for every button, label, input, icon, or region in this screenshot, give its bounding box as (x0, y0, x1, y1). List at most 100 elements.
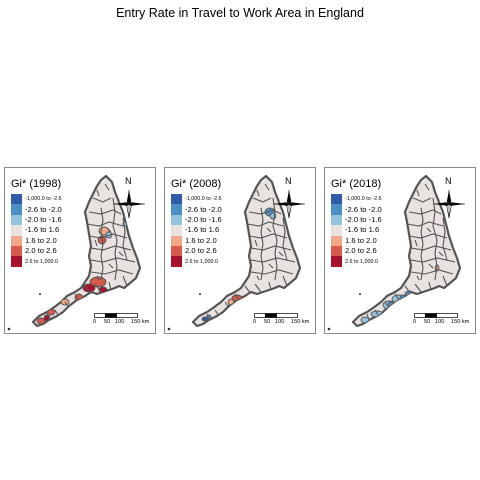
legend-entry: -1,000.0 to -2.6 (331, 194, 382, 204)
legend-label: -2.6 to -2.0 (185, 205, 222, 215)
legend-swatch (11, 236, 22, 246)
legend-label: -1.6 to 1.6 (25, 225, 59, 235)
area-hotspot (383, 201, 391, 209)
legend-entry: 1.6 to 2.0 (171, 236, 222, 246)
scale-label: 0 (253, 319, 256, 325)
legend: Gi* (2018) -1,000.0 to -2.6 -2.6 to -2.0 -2… (331, 178, 382, 267)
legend: Gi* (1998) -1,000.0 to -2.6 -2.6 to -2.0 -2… (11, 178, 62, 267)
island (8, 328, 11, 331)
legend-label: -1.6 to 1.6 (185, 225, 219, 235)
map-panel-3: Gi* (2018) -1,000.0 to -2.6 -2.6 to -2.0 -2… (324, 167, 476, 334)
legend-swatch (171, 194, 182, 204)
legend-label: 2.6 to 1,000.0 (345, 257, 378, 267)
north-label: N (125, 176, 132, 186)
legend-title: Gi* (1998) (11, 178, 62, 191)
area-hotspot (270, 298, 276, 302)
map-panel-1: Gi* (1998) -1,000.0 to -2.6 -2.6 to -2.0 -2… (4, 167, 156, 334)
legend-label: -1,000.0 to -2.6 (25, 194, 62, 204)
area-hotspot (223, 203, 227, 207)
legend-entry: 2.0 to 2.6 (171, 246, 222, 256)
area-hotspot (224, 199, 230, 205)
legend-label: 1.6 to 2.0 (185, 236, 217, 246)
north-label: N (445, 176, 452, 186)
legend-swatch (11, 204, 22, 214)
legend-swatch (11, 256, 22, 266)
legend-entry: 2.6 to 1,000.0 (171, 256, 222, 266)
scale-label: 100 (435, 319, 444, 325)
legend-entry: 1.6 to 2.0 (331, 236, 382, 246)
legend-entry: -1.6 to 1.6 (331, 225, 382, 235)
legend-entry: -2.6 to -2.0 (331, 204, 382, 214)
legend-entry: 1.6 to 2.0 (11, 236, 62, 246)
island (328, 328, 331, 331)
scale-label: 150 km (451, 319, 469, 325)
legend-swatch (331, 194, 342, 204)
legend-label: -1.6 to 1.6 (345, 225, 379, 235)
legend-label: 2.6 to 1,000.0 (25, 257, 58, 267)
north-label: N (285, 176, 292, 186)
legend-entry: -2.6 to -2.0 (11, 204, 62, 214)
area-hotspot (396, 239, 402, 245)
scale-label: 100 (115, 319, 124, 325)
legend-swatch (171, 236, 182, 246)
legend-label: 2.0 to 2.6 (185, 246, 217, 256)
island (199, 293, 201, 295)
legend-label: 1.6 to 2.0 (25, 236, 57, 246)
legend-swatch (11, 194, 22, 204)
legend-entry: 2.0 to 2.6 (331, 246, 382, 256)
legend-swatch (171, 246, 182, 256)
legend-title: Gi* (2018) (331, 178, 382, 191)
legend-entry: -2.6 to -2.0 (171, 204, 222, 214)
map-panel-2: Gi* (2008) -1,000.0 to -2.6 -2.6 to -2.0 -2… (164, 167, 316, 334)
figure-title: Entry Rate in Travel to Work Area in Eng… (0, 6, 480, 20)
legend-label: 2.0 to 2.6 (25, 246, 57, 256)
scale-label: 50 (264, 319, 270, 325)
north-arrow-icon (432, 189, 466, 219)
legend-swatch (171, 204, 182, 214)
legend-entry: 2.6 to 1,000.0 (11, 256, 62, 266)
legend-entry: -1.6 to 1.6 (11, 225, 62, 235)
scale-bar (94, 313, 138, 318)
legend-label: -1,000.0 to -2.6 (345, 194, 382, 204)
legend-label: -2.6 to -2.0 (345, 205, 382, 215)
island (359, 293, 361, 295)
legend-label: 1.6 to 2.0 (345, 236, 377, 246)
legend-swatch (331, 225, 342, 235)
legend-label: -2.0 to -1.6 (25, 215, 62, 225)
scale-bar (414, 313, 458, 318)
legend: Gi* (2008) -1,000.0 to -2.6 -2.6 to -2.0 -2… (171, 178, 222, 267)
scale-bar (254, 313, 298, 318)
legend-swatch (11, 225, 22, 235)
legend-swatch (331, 246, 342, 256)
island (39, 293, 41, 295)
legend-swatch (331, 236, 342, 246)
scale-label: 50 (424, 319, 430, 325)
legend-entry: 2.6 to 1,000.0 (331, 256, 382, 266)
area-hotspot (241, 263, 249, 271)
legend-label: 2.0 to 2.6 (345, 246, 377, 256)
scale-label: 150 km (291, 319, 309, 325)
legend-label: -2.6 to -2.0 (25, 205, 62, 215)
legend-swatch (11, 246, 22, 256)
legend-swatch (171, 256, 182, 266)
legend-swatch (171, 215, 182, 225)
legend-entry: -2.0 to -1.6 (11, 215, 62, 225)
legend-swatch (171, 225, 182, 235)
scale-label: 150 km (131, 319, 149, 325)
scale-label: 50 (104, 319, 110, 325)
north-arrow-icon (272, 189, 306, 219)
legend-label: -2.0 to -1.6 (345, 215, 382, 225)
legend-swatch (331, 256, 342, 266)
legend-label: -2.0 to -1.6 (185, 215, 222, 225)
legend-label: -1,000.0 to -2.6 (185, 194, 222, 204)
north-arrow-icon (112, 189, 146, 219)
legend-entry: -2.0 to -1.6 (331, 215, 382, 225)
scale-label: 0 (93, 319, 96, 325)
legend-entry: 2.0 to 2.6 (11, 246, 62, 256)
legend-entry: -1,000.0 to -2.6 (171, 194, 222, 204)
legend-label: 2.6 to 1,000.0 (185, 257, 218, 267)
legend-swatch (331, 215, 342, 225)
area-hotspot (386, 206, 392, 210)
area-hotspot (394, 231, 400, 241)
legend-swatch (331, 204, 342, 214)
